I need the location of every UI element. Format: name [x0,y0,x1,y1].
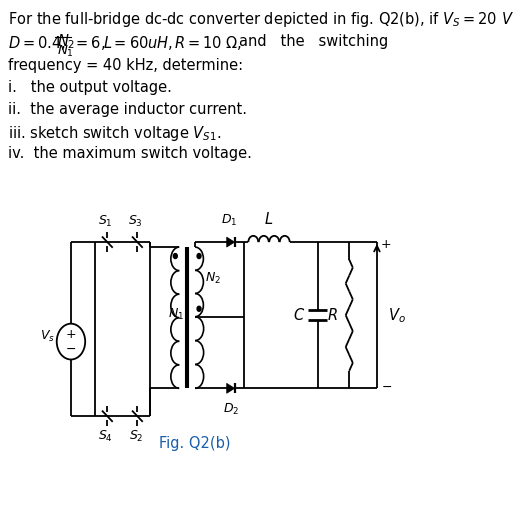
Text: $N_2$: $N_2$ [204,271,221,287]
Text: ii.  the average inductor current.: ii. the average inductor current. [8,102,247,117]
Text: $= 6,$: $= 6,$ [73,34,106,52]
Text: $V_s$: $V_s$ [40,329,55,344]
Text: $N_1$: $N_1$ [56,44,74,59]
Text: +: + [381,238,392,251]
Text: $-$: $-$ [65,342,76,355]
Text: $-$: $-$ [381,380,392,393]
Text: $R$: $R$ [327,307,338,323]
Circle shape [197,253,201,259]
Text: i.   the output voltage.: i. the output voltage. [8,80,172,95]
Text: $D = 0.4,$: $D = 0.4,$ [8,34,65,52]
Text: $D_2$: $D_2$ [223,402,239,417]
Text: $S_2$: $S_2$ [129,429,143,444]
Polygon shape [226,237,235,247]
Circle shape [173,253,177,259]
Text: iv.  the maximum switch voltage.: iv. the maximum switch voltage. [8,145,252,161]
Text: $S_1$: $S_1$ [98,214,113,229]
Text: $N_1$: $N_1$ [168,307,184,323]
Text: $C$: $C$ [293,307,305,323]
Text: +: + [66,328,76,341]
Circle shape [197,306,201,311]
Text: $N_2$: $N_2$ [56,32,75,51]
Text: and   the   switching: and the switching [238,34,388,49]
Text: For the full-bridge dc-dc converter depicted in fig. Q2(b), if $V_S = 20\ V$: For the full-bridge dc-dc converter depi… [8,11,514,30]
Text: iii. sketch switch voltage $V_{S1}$.: iii. sketch switch voltage $V_{S1}$. [8,124,221,143]
Text: $L = 60uH,$: $L = 60uH,$ [103,34,173,52]
Text: $S_4$: $S_4$ [98,429,113,444]
Text: $S_3$: $S_3$ [128,214,143,229]
Text: $R = 10\ \Omega,$: $R = 10\ \Omega,$ [174,34,242,52]
Text: $D_1$: $D_1$ [221,213,237,228]
Text: Fig. Q2(b): Fig. Q2(b) [160,436,231,451]
Polygon shape [226,383,235,393]
Text: $V_o$: $V_o$ [388,306,406,325]
Text: $L$: $L$ [264,211,274,227]
Text: frequency = 40 kHz, determine:: frequency = 40 kHz, determine: [8,58,243,73]
